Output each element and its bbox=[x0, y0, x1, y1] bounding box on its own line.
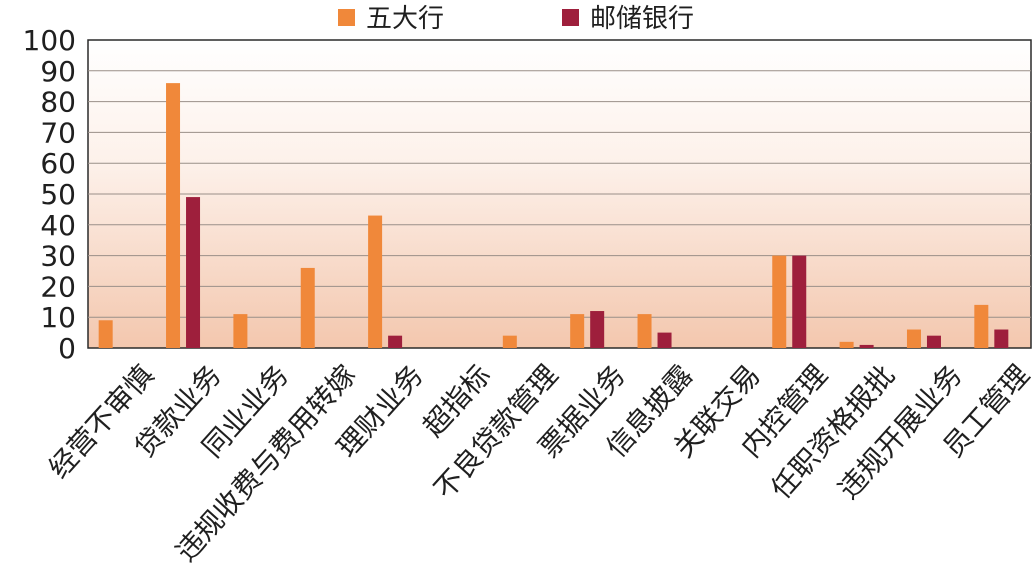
bar-postal-10 bbox=[792, 255, 807, 348]
bar-postal-1 bbox=[186, 197, 201, 348]
bar-big-five-1 bbox=[166, 83, 181, 349]
bar-postal-7 bbox=[590, 311, 605, 348]
bar-big-five-10 bbox=[772, 255, 787, 348]
legend-swatch bbox=[562, 9, 579, 26]
y-tick-label: 40 bbox=[40, 209, 76, 242]
bar-big-five-13 bbox=[974, 304, 989, 348]
bar-big-five-8 bbox=[637, 314, 652, 348]
bar-big-five-4 bbox=[368, 215, 383, 348]
y-tick-label: 10 bbox=[40, 301, 76, 334]
bar-big-five-7 bbox=[570, 314, 585, 348]
x-axis-labels: 经营不审慎贷款业务同业业务违规收费与费用转嫁理财业务超指标不良贷款管理票据业务信… bbox=[42, 359, 1035, 568]
y-tick-label: 60 bbox=[40, 147, 76, 180]
bar-big-five-6 bbox=[502, 335, 517, 348]
legend: 五大行 邮储银行 bbox=[338, 4, 694, 34]
bar-big-five-3 bbox=[300, 267, 315, 348]
bar-postal-13 bbox=[994, 329, 1009, 348]
bar-postal-11 bbox=[859, 344, 874, 348]
y-tick-label: 20 bbox=[40, 270, 76, 303]
legend-label: 邮储银行 bbox=[590, 4, 694, 34]
y-tick-label: 90 bbox=[40, 55, 76, 88]
bar-big-five-11 bbox=[839, 341, 854, 348]
bar-big-five-12 bbox=[906, 329, 921, 348]
y-tick-label: 100 bbox=[23, 24, 76, 57]
bar-postal-8 bbox=[657, 332, 672, 348]
bar-big-five-0 bbox=[98, 320, 113, 348]
y-tick-label: 70 bbox=[40, 116, 76, 149]
bar-postal-12 bbox=[926, 335, 941, 348]
y-tick-label: 0 bbox=[58, 332, 76, 365]
bars bbox=[98, 83, 1009, 349]
bar-postal-4 bbox=[388, 335, 403, 348]
y-tick-label: 30 bbox=[40, 240, 76, 273]
y-tick-label: 50 bbox=[40, 178, 76, 211]
legend-label: 五大行 bbox=[366, 4, 444, 34]
x-category-label: 经营不审慎 bbox=[42, 359, 160, 485]
legend-swatch bbox=[338, 9, 355, 26]
bar-big-five-2 bbox=[233, 314, 248, 348]
y-tick-label: 80 bbox=[40, 86, 76, 119]
